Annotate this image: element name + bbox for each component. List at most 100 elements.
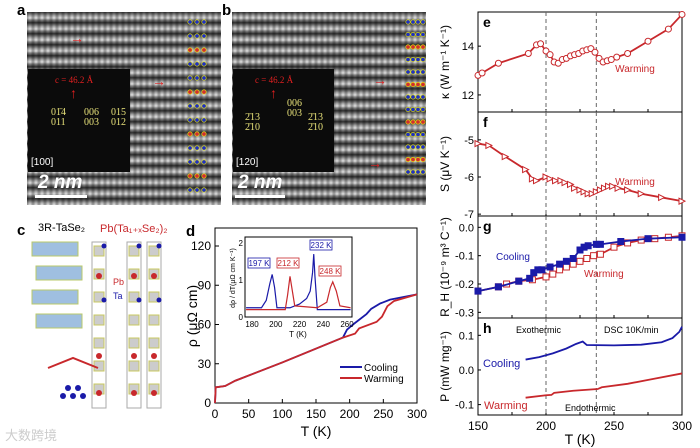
- tase2-layer: [31, 241, 79, 257]
- atom-model-dot: [187, 145, 193, 151]
- data-point: [605, 182, 613, 191]
- peak-label-box: [247, 257, 271, 269]
- y-tick-label: 30: [198, 357, 212, 371]
- atom-model-dot: [410, 44, 416, 50]
- legend-label-warming: Warming: [364, 374, 404, 385]
- inset-y-tick-label: 0: [239, 313, 244, 322]
- data-point: [474, 287, 482, 295]
- inset-x-tick-label: 200: [269, 320, 283, 329]
- x-tick-label: 300: [407, 407, 427, 421]
- data-point: [566, 180, 575, 189]
- atom-model-dot: [194, 33, 200, 39]
- x-axis-label: T (K): [301, 423, 332, 439]
- zone-axis: [100]: [31, 157, 54, 168]
- y-tick-label: 0: [204, 396, 211, 410]
- atom-model-dot: [187, 89, 193, 95]
- pb-label: Pb: [113, 277, 125, 287]
- data-point: [678, 197, 687, 205]
- inset-series-warming: [246, 276, 351, 311]
- atom-model-dot: [410, 56, 416, 62]
- data-point: [617, 238, 625, 245]
- atom-model-dot: [405, 107, 411, 113]
- ta-se-octahedron: [128, 314, 140, 326]
- data-point: [552, 176, 560, 185]
- data-point: [522, 165, 530, 174]
- spot-index: 003: [287, 108, 302, 119]
- data-point: [600, 184, 609, 192]
- annotation-warming: Warming: [584, 269, 624, 280]
- data-point: [501, 152, 510, 161]
- ta-se-octahedron: [93, 337, 105, 349]
- atom-model-dot: [420, 169, 426, 175]
- spot-index: 006: [287, 98, 302, 109]
- ta-se-octahedron: [128, 291, 140, 303]
- atom-model-dot: [187, 187, 193, 193]
- spot-index: 011: [51, 117, 66, 128]
- unit-cell: [91, 241, 107, 409]
- annotation-exothermic: Exothermic: [516, 325, 562, 335]
- data-point: [588, 189, 597, 198]
- atom-model-dot: [410, 119, 416, 125]
- series-warming: [525, 372, 683, 399]
- panel-a-label: a: [17, 2, 26, 19]
- atom-model-dot: [420, 119, 426, 125]
- data-point: [569, 255, 577, 262]
- tase2-layer: [35, 313, 83, 329]
- arrow-right-icon: →: [368, 155, 382, 171]
- atom-model-dot: [187, 173, 193, 179]
- atom-model-dot: [415, 44, 421, 50]
- inset-x-tick-label: 240: [317, 320, 331, 329]
- y-tick-label: -0.3: [455, 307, 474, 319]
- data-point: [576, 257, 584, 265]
- y-tick-label: 90: [198, 278, 212, 292]
- atom-model-dot: [201, 173, 207, 179]
- scale-bar-label: 2 nm: [238, 172, 283, 193]
- data-point: [549, 270, 557, 278]
- x-tick-label: 150: [468, 419, 488, 433]
- data-point: [542, 273, 550, 281]
- atom-model-dot: [187, 117, 193, 123]
- data-point: [542, 173, 551, 181]
- x-tick-label: 300: [672, 419, 692, 433]
- tase2-layer: [31, 289, 79, 305]
- structure-title-pb: Pb(Ta₁₊ₓSe₂)₂: [100, 223, 168, 235]
- data-point: [678, 10, 686, 18]
- atom-model-dot: [415, 94, 421, 100]
- ta-se-octahedron: [128, 245, 140, 257]
- atom-model-dot: [420, 31, 426, 37]
- data-point: [637, 189, 646, 198]
- y-tick-label: -0.1: [455, 251, 474, 263]
- y-tick-label: 14: [462, 41, 474, 53]
- data-point: [561, 178, 570, 187]
- data-point: [494, 283, 502, 291]
- arrow-right-icon: →: [152, 73, 166, 89]
- stem-image-a: [27, 12, 221, 205]
- plot-f-frame: [477, 111, 683, 217]
- pb-atom: [96, 273, 102, 279]
- arrow-up-icon: ↑: [70, 85, 77, 101]
- atom-model-dot: [194, 173, 200, 179]
- atom-model-dot: [201, 117, 207, 123]
- atom-model-dot: [405, 157, 411, 163]
- pb-atom: [151, 390, 157, 396]
- atom-model-dot: [410, 157, 416, 163]
- unit-cell: [126, 241, 142, 409]
- atom-model-dot: [194, 159, 200, 165]
- ta-se-octahedron: [148, 291, 160, 303]
- x-tick-label: 200: [340, 407, 360, 421]
- panel-d-label: d: [186, 223, 195, 240]
- atom-model-dot: [405, 169, 411, 175]
- data-point: [580, 188, 589, 196]
- ta-atom: [156, 297, 162, 303]
- ta-atom: [80, 393, 86, 399]
- spot-index: 01̄4: [51, 107, 66, 118]
- data-point: [613, 53, 621, 61]
- ta-se-octahedron: [93, 314, 105, 326]
- ta-se-octahedron: [93, 245, 105, 257]
- atom-model-dot: [415, 144, 421, 150]
- atom-model-dot: [415, 82, 421, 88]
- peak-label-box: [276, 257, 300, 269]
- data-point: [562, 257, 570, 265]
- atom-model-dot: [201, 89, 207, 95]
